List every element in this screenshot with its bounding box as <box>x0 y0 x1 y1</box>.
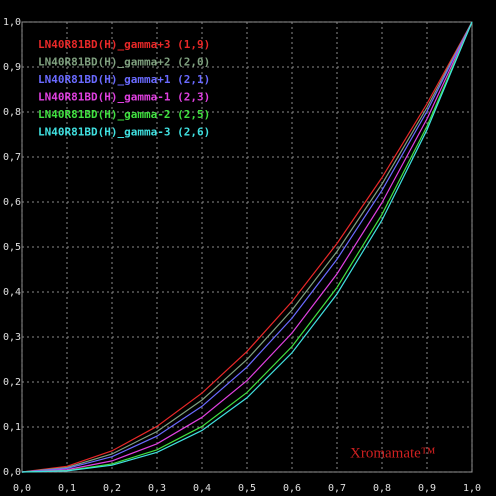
y-tick-label: 0,4 <box>3 287 21 298</box>
x-tick-label: 0,5 <box>238 483 256 494</box>
x-tick-label: 0,1 <box>58 483 76 494</box>
y-tick-label: 0,0 <box>3 467 21 478</box>
legend-entry: LN40R81BD(H)_gamma-1 (2,3) <box>38 91 210 104</box>
y-tick-label: 0,3 <box>3 332 21 343</box>
series-line <box>21 21 473 473</box>
x-tick-label: 0,4 <box>193 483 211 494</box>
x-tick-label: 1,0 <box>463 483 481 494</box>
legend-entry: LN40R81BD(H)_gamma+1 (2,1) <box>38 73 210 86</box>
x-tick-label: 0,3 <box>148 483 166 494</box>
legend-entry: LN40R81BD(H)_gamma+3 (1,9) <box>38 38 210 51</box>
y-tick-label: 0,5 <box>3 242 21 253</box>
y-tick-label: 0,8 <box>3 107 21 118</box>
series-line <box>21 21 473 473</box>
legend-entry: LN40R81BD(H)_gamma+2 (2,0) <box>38 56 210 69</box>
y-tick-label: 0,7 <box>3 152 21 163</box>
series-line <box>21 21 473 473</box>
x-tick-label: 0,9 <box>418 483 436 494</box>
x-tick-label: 0,2 <box>103 483 121 494</box>
series-line <box>21 21 473 473</box>
series-line <box>21 21 473 473</box>
x-tick-label: 0,6 <box>283 483 301 494</box>
y-tick-label: 0,9 <box>3 62 21 73</box>
y-tick-label: 0,1 <box>3 422 21 433</box>
y-tick-label: 0,6 <box>3 197 21 208</box>
x-tick-label: 0,7 <box>328 483 346 494</box>
legend-entry: LN40R81BD(H)_gamma-2 (2,5) <box>38 108 210 121</box>
series-line <box>21 21 473 473</box>
y-tick-label: 0,2 <box>3 377 21 388</box>
watermark: Xromamate™ <box>350 445 436 461</box>
x-tick-label: 0,8 <box>373 483 391 494</box>
x-tick-label: 0,0 <box>13 483 31 494</box>
y-tick-label: 1,0 <box>3 17 21 28</box>
legend-entry: LN40R81BD(H)_gamma-3 (2,6) <box>38 126 210 139</box>
